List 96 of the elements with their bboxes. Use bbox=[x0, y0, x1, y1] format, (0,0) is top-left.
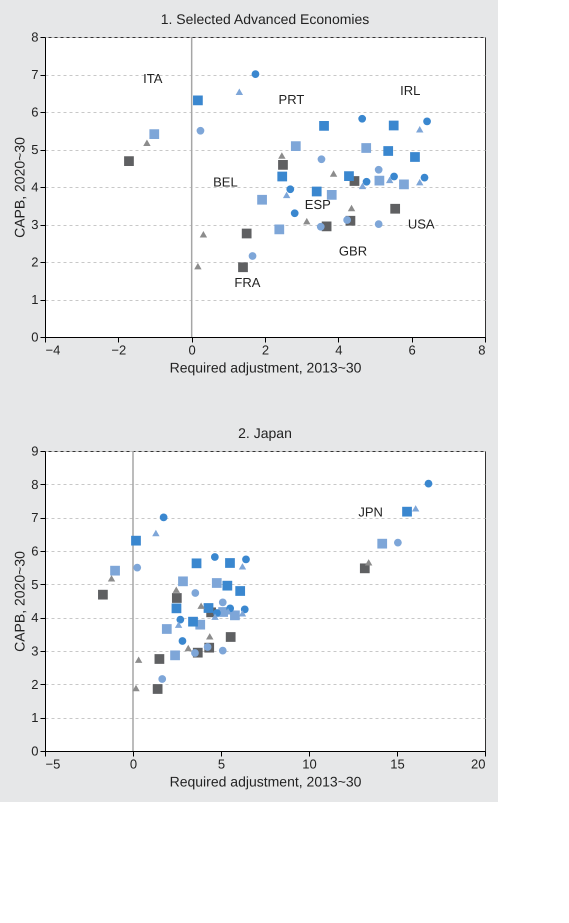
point bbox=[374, 220, 383, 228]
annotation: IRL bbox=[400, 83, 420, 98]
y-tick-label: 4 bbox=[31, 610, 38, 626]
point bbox=[319, 121, 329, 131]
point bbox=[362, 178, 370, 186]
point bbox=[143, 140, 151, 146]
x-tick-label: 2 bbox=[262, 342, 270, 358]
y-tick-label: 7 bbox=[31, 510, 38, 526]
annotation: PRT bbox=[278, 92, 304, 107]
point bbox=[316, 222, 325, 231]
point bbox=[343, 216, 352, 224]
point bbox=[361, 143, 372, 153]
y-tick-label: 4 bbox=[31, 180, 38, 194]
x-tick-label: −4 bbox=[46, 342, 60, 358]
y-tick-label: 2 bbox=[31, 676, 38, 692]
y-axis-title: CAPB, 2020~30 bbox=[11, 550, 28, 652]
annotation: BEL bbox=[213, 174, 238, 190]
annotation: FRA bbox=[234, 275, 261, 290]
point bbox=[416, 178, 424, 186]
annotation: USA bbox=[408, 216, 435, 232]
point bbox=[286, 185, 294, 194]
point bbox=[238, 262, 248, 272]
point bbox=[236, 88, 244, 95]
x-tick-label: 0 bbox=[188, 342, 196, 358]
point bbox=[399, 180, 409, 190]
point bbox=[290, 209, 299, 218]
point bbox=[194, 262, 202, 270]
annotation: JPN bbox=[358, 504, 383, 520]
x-tick-label: 10 bbox=[302, 756, 317, 772]
point bbox=[344, 171, 354, 181]
y-tick-label: 0 bbox=[31, 330, 38, 344]
point bbox=[390, 172, 398, 180]
point bbox=[383, 146, 394, 156]
annotation: GBR bbox=[338, 244, 368, 258]
point bbox=[348, 204, 356, 212]
y-tick-label: 5 bbox=[31, 576, 38, 592]
point bbox=[200, 231, 208, 238]
y-tick-label: 0 bbox=[31, 744, 38, 758]
y-axis-title: CAPB, 2020~30 bbox=[11, 136, 28, 238]
point bbox=[193, 96, 203, 106]
point bbox=[374, 166, 383, 174]
point bbox=[423, 118, 431, 126]
point bbox=[290, 141, 301, 151]
y-tick-label: 7 bbox=[31, 67, 38, 82]
x-tick-label: −5 bbox=[46, 756, 60, 772]
y-tick-label: 1 bbox=[31, 292, 38, 307]
point bbox=[358, 114, 366, 123]
point bbox=[410, 152, 420, 162]
point bbox=[330, 170, 338, 177]
x-axis-title: Required adjustment, 2013~30 bbox=[170, 360, 362, 376]
y-tick-label: 8 bbox=[31, 476, 38, 492]
point bbox=[257, 194, 267, 205]
x-axis-title: Required adjustment, 2013~30 bbox=[170, 774, 362, 790]
x-tick-label: 0 bbox=[130, 756, 138, 772]
y-tick-label: 8 bbox=[31, 30, 38, 44]
point bbox=[326, 190, 337, 200]
point bbox=[124, 156, 134, 166]
x-tick-label: 20 bbox=[471, 756, 486, 772]
y-tick-label: 2 bbox=[31, 254, 38, 270]
point bbox=[278, 152, 286, 159]
point bbox=[312, 186, 322, 196]
point bbox=[242, 228, 252, 238]
point bbox=[149, 129, 160, 139]
point bbox=[420, 174, 428, 182]
chart-title: 2. Japan bbox=[238, 425, 292, 441]
point bbox=[303, 218, 311, 224]
point bbox=[274, 224, 284, 234]
annotation: ITA bbox=[143, 71, 163, 86]
point bbox=[278, 160, 288, 170]
y-tick-label: 6 bbox=[31, 104, 38, 120]
point bbox=[196, 126, 204, 135]
point bbox=[374, 176, 384, 186]
point bbox=[248, 252, 256, 260]
point bbox=[386, 176, 394, 184]
y-tick-label: 3 bbox=[31, 644, 38, 658]
x-tick-label: 15 bbox=[390, 756, 405, 772]
point bbox=[358, 182, 366, 190]
point bbox=[416, 126, 424, 132]
y-tick-label: 5 bbox=[31, 142, 38, 157]
y-tick-label: 9 bbox=[31, 444, 38, 458]
point bbox=[282, 192, 290, 198]
y-tick-label: 1 bbox=[31, 710, 38, 726]
x-tick-label: 8 bbox=[478, 342, 486, 358]
y-tick-label: 3 bbox=[31, 217, 38, 232]
point bbox=[318, 155, 326, 164]
annotation: ESP bbox=[304, 197, 331, 212]
point bbox=[390, 204, 400, 214]
point bbox=[277, 172, 288, 182]
x-tick-label: −2 bbox=[111, 342, 126, 358]
point bbox=[388, 120, 399, 130]
y-tick-label: 6 bbox=[31, 544, 38, 558]
x-tick-label: 4 bbox=[335, 342, 342, 358]
point bbox=[252, 70, 260, 78]
x-tick-label: 6 bbox=[408, 342, 416, 358]
x-tick-label: 5 bbox=[218, 756, 226, 772]
chart-title: 1. Selected Advanced Economies bbox=[160, 11, 370, 27]
